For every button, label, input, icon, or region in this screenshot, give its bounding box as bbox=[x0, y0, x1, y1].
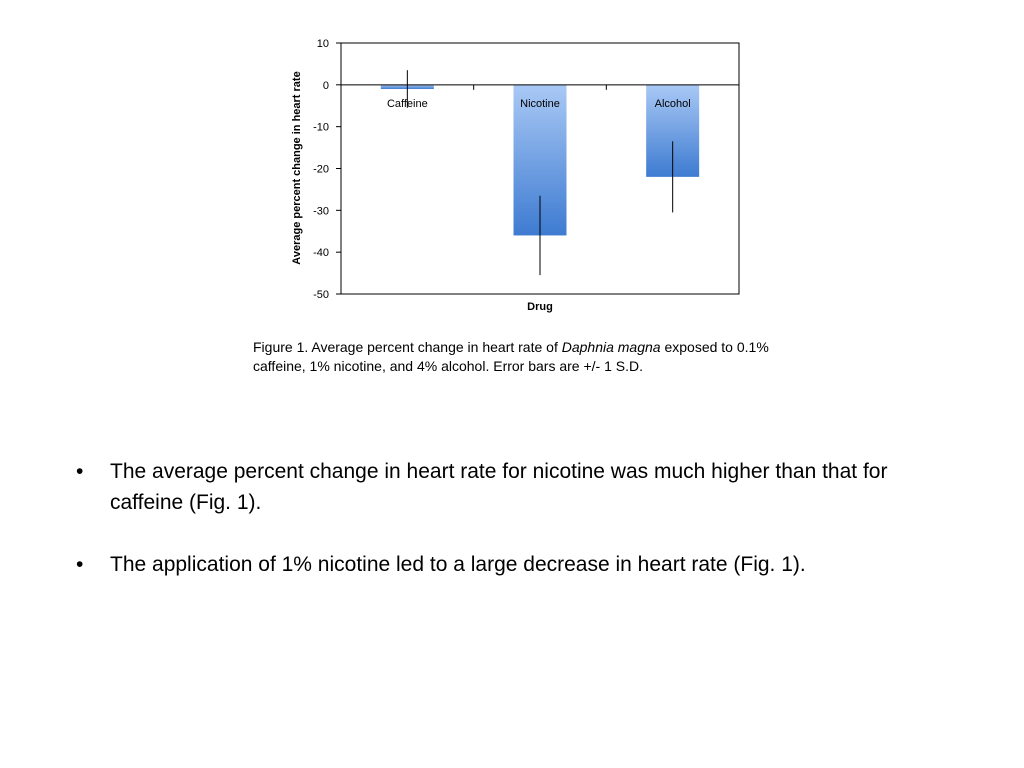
caption-species: Daphnia magna bbox=[561, 339, 661, 355]
category-labels: Caffeine Nicotine Alcohol bbox=[387, 98, 691, 110]
y-tick-label: -20 bbox=[313, 164, 329, 176]
caption-suffix: exposed to 0.1% caffeine, 1% nicotine, a… bbox=[253, 339, 769, 374]
y-tick-label: -40 bbox=[313, 247, 329, 259]
y-axis-label: Average percent change in heart rate bbox=[291, 71, 303, 264]
caption-prefix: Figure 1. Average percent change in hear… bbox=[253, 339, 562, 355]
y-axis: 10 0 -10 -20 -30 -40 -50 bbox=[313, 38, 341, 301]
x-axis-ticks bbox=[340, 84, 740, 90]
y-tick-label: -30 bbox=[313, 205, 329, 217]
bullet-item: • The average percent change in heart ra… bbox=[76, 456, 956, 518]
y-tick-label: 10 bbox=[317, 38, 329, 50]
figure-caption: Figure 1. Average percent change in hear… bbox=[253, 338, 813, 376]
category-label: Alcohol bbox=[655, 98, 691, 110]
bullet-marker: • bbox=[76, 553, 84, 576]
y-tick-label: -50 bbox=[313, 289, 329, 301]
bullet-list: • The average percent change in heart ra… bbox=[76, 456, 956, 611]
bullet-marker: • bbox=[76, 460, 84, 483]
x-axis-label: Drug bbox=[527, 301, 553, 313]
bullet-text: The average percent change in heart rate… bbox=[110, 460, 888, 514]
category-label: Caffeine bbox=[387, 98, 428, 110]
bullet-text: The application of 1% nicotine led to a … bbox=[110, 553, 806, 576]
y-tick-label: -10 bbox=[313, 122, 329, 134]
y-tick-label: 0 bbox=[323, 80, 329, 92]
bar-chart: 10 0 -10 -20 -30 -40 -50 Caffeine Nicotine Alcoh… bbox=[291, 38, 740, 313]
error-bars bbox=[406, 70, 674, 276]
category-label: Nicotine bbox=[520, 98, 560, 110]
bullet-item: • The application of 1% nicotine led to … bbox=[76, 549, 956, 580]
